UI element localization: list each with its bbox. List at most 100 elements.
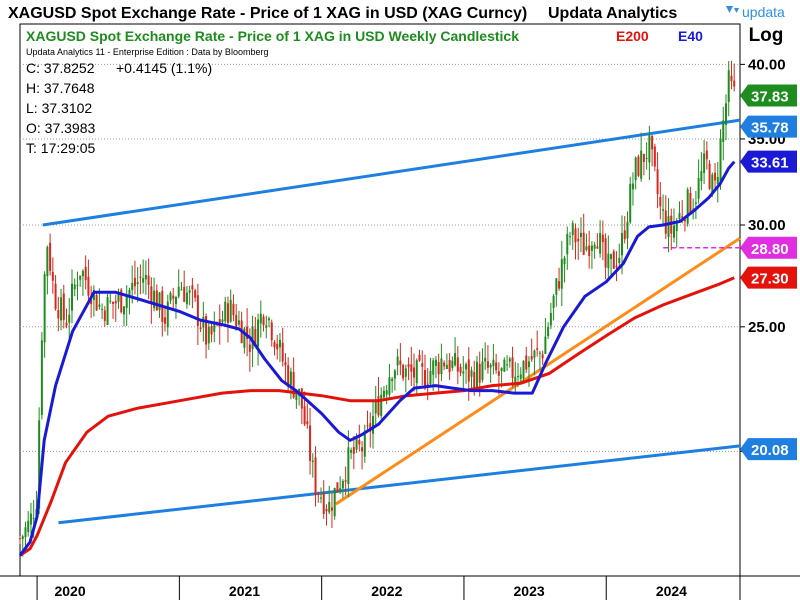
candle-up-body (645, 157, 648, 159)
candle-up-body (514, 376, 517, 383)
candle-down-body (317, 493, 320, 495)
candle-down-body (344, 480, 347, 482)
candle-down-body (366, 425, 369, 427)
candle-up-body (122, 306, 125, 315)
candle-down-body (292, 372, 295, 398)
candle-up-body (454, 353, 457, 366)
value-tag-27.30: 27.30 (740, 266, 797, 289)
candle-down-body (402, 364, 405, 379)
candle-up-body (32, 518, 35, 520)
candle-up-body (158, 292, 161, 311)
candle-up-body (672, 225, 675, 238)
x-tick-label: 2023 (514, 583, 545, 599)
candle-up-body (686, 189, 689, 224)
candle-up-body (202, 317, 205, 328)
value-tag-bg (740, 150, 797, 173)
candle-up-body (475, 361, 478, 389)
candle-down-body (309, 425, 312, 461)
readout-change: +0.4145 (1.1%) (116, 60, 212, 76)
candle-down-body (689, 192, 692, 214)
candle-down-body (733, 80, 736, 87)
candle-up-body (492, 359, 495, 367)
candle-up-body (180, 289, 183, 291)
candle-up-body (320, 497, 323, 499)
candle-up-body (142, 278, 145, 283)
candle-up-body (46, 247, 49, 276)
candle-up-body (508, 358, 511, 362)
candle-down-body (656, 169, 659, 195)
candle-up-body (404, 368, 407, 377)
candle-up-body (341, 480, 344, 489)
candle-up-body (347, 447, 350, 484)
y-tick-label: 30.00 (748, 217, 786, 234)
candle-up-body (243, 328, 246, 348)
candle-up-body (547, 327, 550, 337)
candle-down-body (103, 310, 106, 321)
candle-up-body (722, 120, 725, 142)
candle-down-body (421, 363, 424, 367)
candle-down-body (84, 266, 87, 281)
candle-down-body (459, 366, 462, 373)
candle-up-body (289, 371, 292, 385)
candle-up-body (131, 282, 134, 291)
candle-down-body (705, 150, 708, 160)
candle-up-body (311, 460, 314, 462)
candle-up-body (117, 293, 120, 302)
candle-up-body (40, 340, 43, 415)
candle-up-body (727, 70, 730, 102)
candle-down-body (139, 276, 142, 278)
candle-down-body (708, 163, 711, 189)
candle-down-body (314, 457, 317, 495)
candle-up-body (125, 295, 128, 308)
candle-up-body (621, 233, 624, 256)
readout-close: C: 37.8252 (26, 60, 95, 76)
candle-up-body (144, 274, 147, 280)
candle-up-body (640, 150, 643, 179)
candle-down-body (530, 356, 533, 360)
candle-up-body (694, 202, 697, 204)
candle-up-body (169, 292, 172, 301)
candle-up-body (517, 376, 520, 378)
candle-down-body (615, 265, 618, 268)
candle-down-body (262, 316, 265, 326)
candle-down-body (486, 361, 489, 368)
candle-down-body (62, 293, 65, 320)
candle-up-body (585, 246, 588, 251)
candle-up-body (29, 513, 32, 525)
candle-down-body (150, 286, 153, 305)
x-tick-label: 2022 (371, 583, 402, 599)
candle-down-body (57, 309, 60, 319)
candle-up-body (560, 259, 563, 289)
candle-down-body (164, 317, 167, 324)
candle-up-body (500, 367, 503, 372)
candle-up-body (396, 356, 399, 366)
candle-up-body (371, 416, 374, 434)
candle-up-body (711, 174, 714, 193)
candle-up-body (599, 233, 602, 254)
candle-up-body (429, 370, 432, 384)
candle-down-body (303, 406, 306, 425)
upper-channel-line (42, 118, 741, 227)
candle-up-body (213, 321, 216, 332)
value-tag-bg (740, 438, 797, 461)
candle-up-body (552, 295, 555, 309)
candle-up-body (278, 339, 281, 348)
candle-up-body (506, 364, 509, 366)
candle-down-body (664, 210, 667, 234)
candle-down-body (418, 354, 421, 361)
candle-down-body (536, 348, 539, 350)
candle-down-body (399, 360, 402, 365)
edition-note: Updata Analytics 11 - Enterprise Edition… (26, 47, 268, 57)
y-tick-label: 40.00 (748, 56, 786, 73)
y-tick-label: 25.00 (748, 319, 786, 336)
candle-down-body (653, 146, 656, 167)
value-tag-35.78: 35.78 (740, 115, 797, 138)
x-tick-label: 2020 (54, 583, 85, 599)
candle-down-body (147, 275, 150, 285)
candle-up-body (465, 364, 468, 370)
candle-down-body (437, 361, 440, 375)
candle-up-body (522, 360, 525, 379)
candle-up-body (24, 527, 27, 538)
brand-name: Updata Analytics (548, 5, 677, 22)
